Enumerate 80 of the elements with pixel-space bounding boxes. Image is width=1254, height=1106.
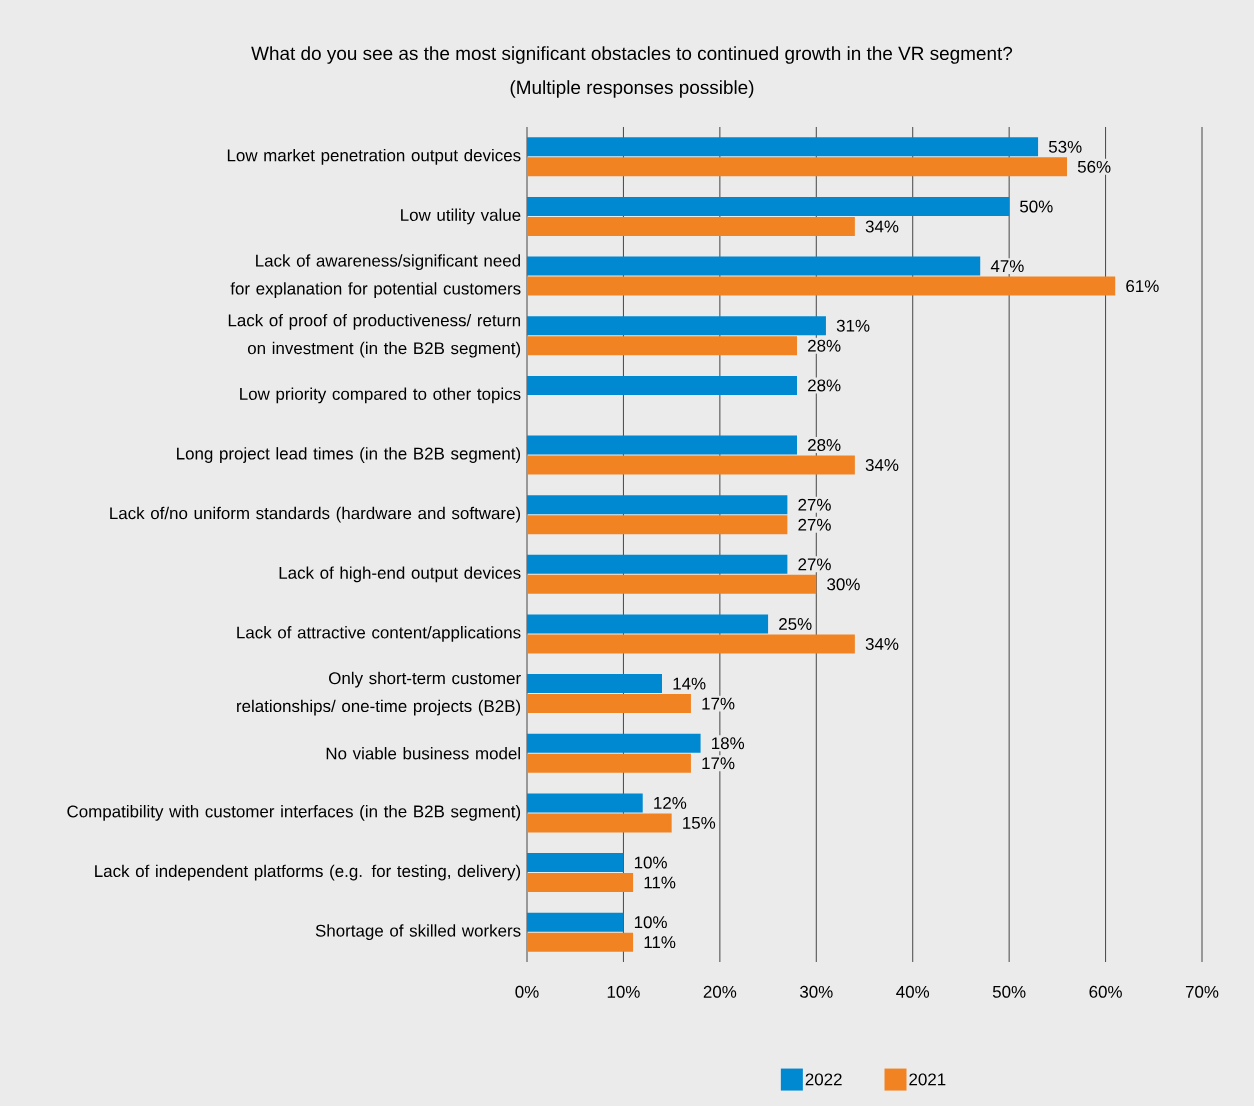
data-label: 10% [634,916,667,929]
bar [527,634,855,654]
data-label: 11% [644,876,676,889]
chart-subtitle: (Multiple responses possible) [510,80,754,98]
bar [527,455,855,475]
x-tick-label: 60% [1089,985,1122,998]
data-label: 27% [798,558,831,571]
bar [527,793,643,813]
x-tick-label: 40% [896,985,930,998]
x-tick-label: 70% [1185,985,1219,998]
bar [527,694,691,714]
bar [527,435,798,455]
y-tick-label: Lack of awareness/significant need for explanation for potential customers [230,254,521,298]
y-tick-label: Compatibility with customer interfaces (in the B2B segment) [67,805,521,821]
bar [527,574,817,594]
bar [527,137,1039,157]
legend-label: 2021 [909,1073,946,1086]
y-tick-label: Lack of proof of productiveness/ return on investment (in the B2B segment) [228,313,521,358]
x-tick-label: 10% [607,985,640,998]
data-label: 17% [702,757,735,770]
x-tick-label: 50% [992,985,1026,998]
data-label: 34% [865,637,899,650]
bar [527,495,788,515]
y-tick-label: Lack of independent platforms (e.g. for testing, delivery) [95,864,521,881]
data-label: 11% [644,936,676,949]
bar [527,216,855,236]
data-label: 50% [1020,200,1053,213]
data-label: 27% [798,498,831,511]
data-label: 27% [798,518,831,531]
chart-title: What do you see as the most significant obstacles to continued growth in the VR segment? [251,46,1013,64]
data-label: 15% [683,816,716,829]
data-label: 17% [702,697,735,710]
data-label: 56% [1077,160,1111,173]
y-tick-label: Long project lead times (in the B2B segment) [177,447,521,463]
y-tick-label: No viable business model [326,747,520,760]
y-tick-label: Low utility value [401,208,521,225]
y-tick-label: Only short-term customer relationships/ one-time projects (B2B) [237,671,521,716]
data-label: 53% [1048,140,1082,153]
bar [527,853,624,873]
bar [527,554,788,574]
data-label: 31% [836,319,870,332]
data-label: 34% [865,220,899,233]
bar [527,375,798,395]
x-tick-label: 0% [515,985,539,998]
bar [527,336,798,356]
y-tick-label: Lack of/no uniform standards (hardware and software) [110,506,521,523]
x-tick-label: 20% [703,985,737,998]
data-label: 61% [1126,280,1159,293]
data-label: 12% [654,796,687,809]
y-tick-label: Low market penetration output devices [227,148,521,165]
y-tick-label: Shortage of skilled workers [315,924,521,941]
bar [527,276,1116,296]
bar [527,733,701,753]
legend-label: 2022 [805,1073,842,1086]
bar [527,932,634,952]
data-label: 28% [808,379,841,392]
bar [527,316,826,336]
bar [527,912,624,932]
y-tick-label: Low priority compared to other topics [240,387,521,404]
data-label: 28% [808,339,841,352]
data-label: 25% [779,617,812,630]
y-tick-label: Lack of attractive content/applications [237,626,521,642]
bar [527,614,769,634]
y-tick-label: Lack of high-end output devices [279,566,521,583]
bar [527,157,1068,177]
bar [527,196,1010,216]
x-tick-label: 30% [799,985,833,998]
bar [527,674,662,694]
bar [527,256,981,276]
data-label: 34% [865,459,899,472]
bar [527,873,634,893]
bar [527,515,788,535]
data-label: 30% [827,578,860,591]
data-label: 47% [990,260,1024,273]
bar [527,813,672,833]
data-label: 28% [808,439,841,452]
data-label: 18% [712,737,745,750]
data-label: 14% [673,677,706,690]
data-label: 10% [634,856,667,869]
bar [527,753,691,773]
